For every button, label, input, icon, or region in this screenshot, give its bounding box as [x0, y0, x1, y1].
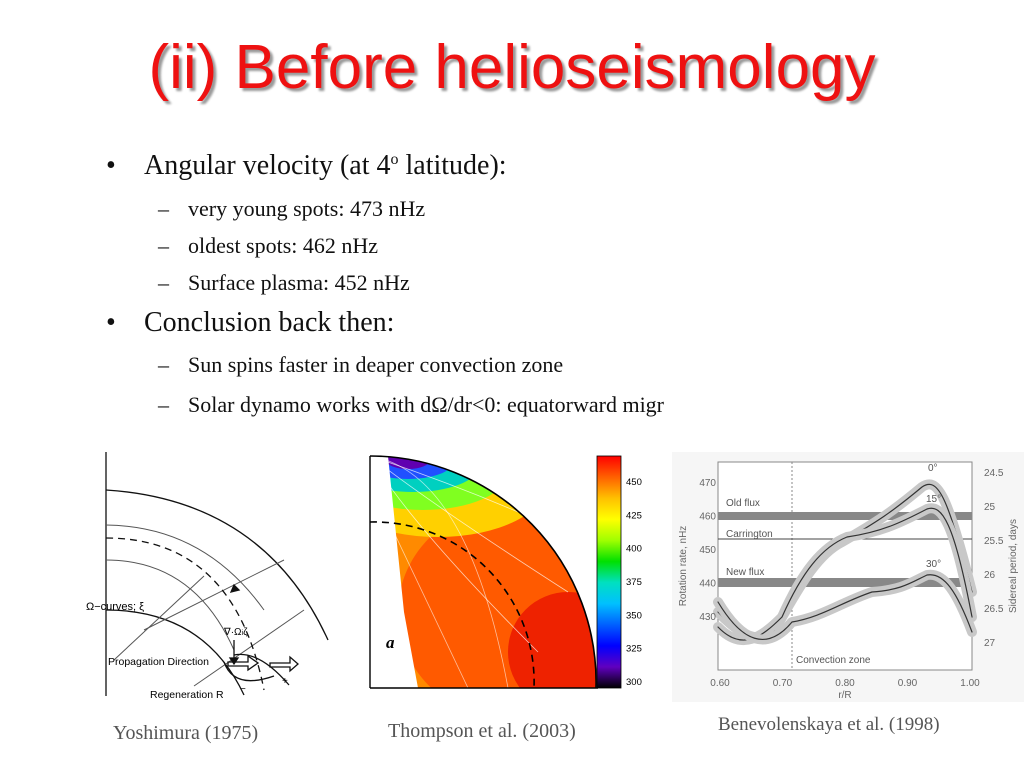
left-axis-ticks: 470 460 450 440 430 [699, 478, 716, 623]
caption-benevolenskaya: Benevolenskaya et al. (1998) [718, 714, 940, 735]
regeneration-loop [233, 653, 290, 686]
bullet-marker: • [106, 307, 116, 338]
radial-line [143, 559, 285, 631]
radial-line [113, 575, 205, 661]
right-tick-label: 26.5 [984, 604, 1004, 615]
caption-thompson: Thompson et al. (2003) [388, 720, 576, 742]
bullet-text: Angular velocity (at 4 [144, 150, 391, 181]
omega-curves-label: Ω−curves; ξ [86, 601, 144, 613]
x-tick-label: 1.00 [960, 678, 980, 689]
regeneration-label: Regeneration R [150, 689, 224, 700]
sub-bullet-text: Sun spins faster in deaper convection zo… [188, 352, 564, 377]
caption-yoshimura: Yoshimura (1975) [113, 722, 259, 744]
bullet-text: Conclusion back then: [144, 307, 395, 338]
thompson-rotation-map: a 450 425 400 375 350 325 300 [369, 455, 642, 689]
lat-0-label: 0° [928, 463, 938, 474]
right-tick-label: 25 [984, 502, 996, 513]
panel-label: a [386, 633, 395, 652]
slide-title: (ii) Before helioseismology [148, 33, 876, 102]
yoshimura-diagram: Ω−curves; ξ ∇·Ωiζ Propagation Direction … [86, 452, 329, 700]
colorbar [596, 455, 622, 689]
right-tick-label: 26 [984, 570, 996, 581]
right-axis-ticks: 24.5 25 25.5 26 26.5 27 [984, 468, 1004, 649]
left-tick-label: 430 [699, 612, 716, 623]
right-axis-label: Sidereal period, days [1008, 519, 1019, 613]
colorbar-tick-label: 300 [626, 677, 642, 688]
sub-bullet-text: oldest spots: 462 nHz [188, 233, 379, 258]
old-flux-label: Old flux [726, 498, 760, 509]
new-flux-label: New flux [726, 567, 764, 578]
x-tick-label: 0.90 [898, 678, 918, 689]
plus-sign: + [282, 676, 288, 687]
sub-bullet-text: Surface plasma: 452 nHz [188, 270, 410, 295]
x-axis-label: r/R [838, 690, 851, 701]
convection-zone-label: Convection zone [796, 655, 871, 666]
bullet-marker: • [106, 150, 116, 181]
curve-30deg [717, 574, 973, 640]
sub-bullet-text: very young spots: 473 nHz [188, 196, 426, 221]
x-axis-ticks: 0.60 0.70 0.80 0.90 1.00 [710, 678, 980, 689]
surface-boundary [369, 455, 597, 689]
radial-line [193, 609, 305, 687]
colorbar-tick-label: 450 [626, 477, 642, 488]
bullet-text-after: latitude): [398, 150, 507, 181]
sub-marker: – [158, 196, 169, 221]
arrow-head [229, 583, 241, 593]
propagation-arrow-left [227, 654, 260, 672]
colorbar-tick-label: 375 [626, 577, 642, 588]
carrington-label: Carrington [726, 529, 773, 540]
right-tick-label: 27 [984, 638, 996, 649]
dashed-curve [105, 537, 265, 691]
curve-15deg [717, 507, 973, 641]
left-axis-label: Rotation rate, nHz [678, 526, 689, 607]
x-tick-label: 0.70 [773, 678, 793, 689]
sub-marker: – [158, 352, 169, 377]
omega-curve [105, 559, 235, 651]
arrow-head [228, 657, 240, 666]
minus-sign: − [240, 684, 246, 695]
old-flux-band [718, 512, 972, 520]
tachocline-dashed-line [369, 521, 535, 689]
new-flux-band [718, 578, 972, 587]
left-tick-label: 450 [699, 545, 716, 556]
x-tick-label: 0.80 [835, 678, 855, 689]
propagation-arrow-right [269, 655, 299, 673]
sub-bullet-text: Solar dynamo works with dΩ/dr<0: equator… [188, 392, 665, 417]
sub-marker: – [158, 270, 169, 295]
left-tick-label: 460 [699, 512, 716, 523]
propagation-direction-label: Propagation Direction [108, 656, 209, 668]
colorbar-tick-label: 350 [626, 610, 642, 621]
right-tick-label: 24.5 [984, 468, 1004, 479]
lat-15-label: 15° [926, 494, 941, 505]
right-tick-label: 25.5 [984, 536, 1004, 547]
degree-superscript: o [390, 151, 399, 168]
sub-marker: – [158, 392, 169, 417]
benevolenskaya-plot: Old flux Carrington New flux Convection … [672, 452, 1024, 702]
diagram-inner-boundary [105, 609, 245, 696]
left-tick-label: 470 [699, 478, 716, 489]
bullet-list: • Angular velocity (at 4o latitude): – ve… [106, 150, 665, 417]
omega-curve [105, 524, 265, 611]
colorbar-ticks: 450 425 400 375 350 325 300 [626, 477, 642, 688]
diagram-outer-boundary [105, 489, 329, 641]
gradient-label: ∇·Ωiζ [223, 627, 248, 638]
left-tick-label: 440 [699, 579, 716, 590]
lat-30-label: 30° [926, 559, 941, 570]
regeneration-loop [223, 661, 275, 682]
colorbar-tick-label: 425 [626, 510, 642, 521]
sub-marker: – [158, 233, 169, 258]
colorbar-tick-label: 325 [626, 644, 642, 655]
colorbar-tick-label: 400 [626, 544, 642, 555]
x-tick-label: 0.60 [710, 678, 730, 689]
